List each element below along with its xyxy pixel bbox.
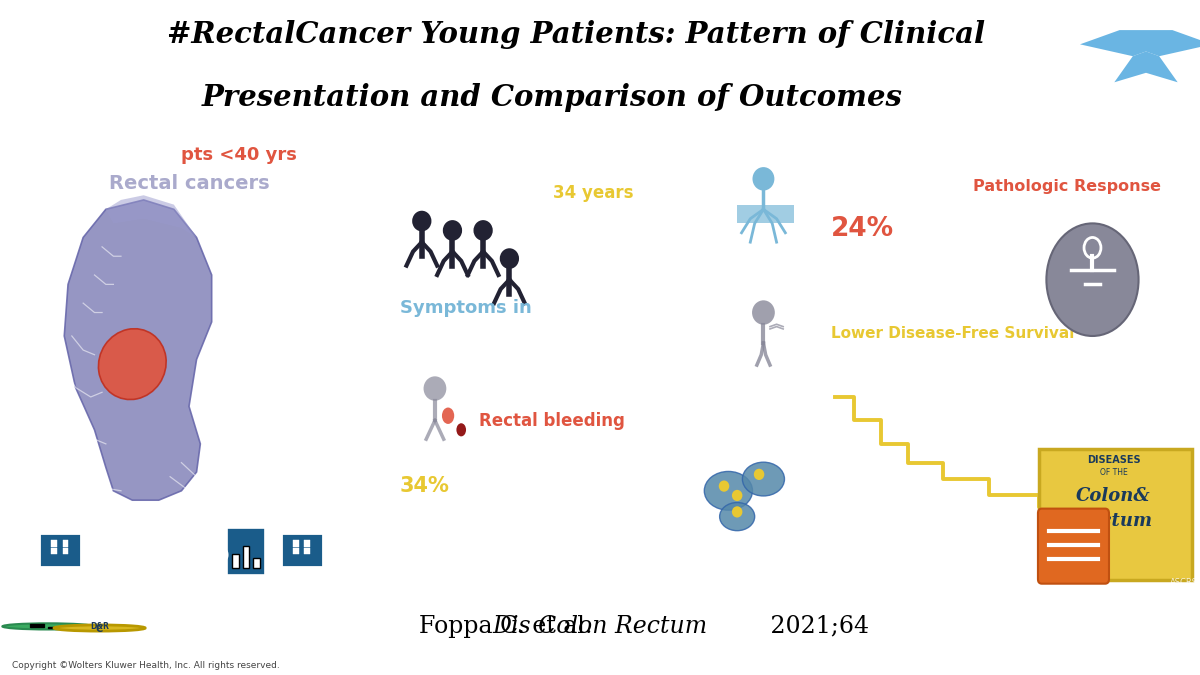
Text: Symptoms in: Symptoms in [400, 299, 538, 317]
Text: Family history in: Family history in [553, 248, 695, 266]
Text: Rectum: Rectum [1075, 512, 1152, 531]
FancyBboxPatch shape [227, 529, 264, 575]
Polygon shape [1146, 51, 1177, 82]
Text: 25%: 25% [760, 248, 799, 266]
FancyBboxPatch shape [253, 558, 260, 568]
Text: (18-39): (18-39) [676, 186, 732, 200]
Text: Copyright ©Wolters Kluwer Health, Inc. All rights reserved.: Copyright ©Wolters Kluwer Health, Inc. A… [12, 661, 280, 670]
Circle shape [499, 248, 520, 269]
Text: (69%): (69%) [697, 414, 744, 429]
Polygon shape [1052, 565, 1069, 574]
Ellipse shape [98, 329, 166, 400]
Ellipse shape [720, 502, 755, 531]
Text: Lower Disease-Free Survival: Lower Disease-Free Survival [832, 326, 1075, 341]
FancyBboxPatch shape [242, 545, 250, 568]
FancyBboxPatch shape [293, 548, 299, 554]
Polygon shape [1080, 30, 1146, 56]
Text: 24%: 24% [832, 216, 894, 242]
Text: D&R: D&R [90, 622, 109, 631]
Circle shape [474, 220, 493, 241]
Circle shape [2, 623, 94, 630]
Text: 34 years: 34 years [553, 184, 634, 202]
Text: DISEASES: DISEASES [1087, 456, 1140, 465]
Text: 2021;64: 2021;64 [763, 615, 869, 638]
FancyBboxPatch shape [62, 548, 68, 554]
Circle shape [1046, 223, 1139, 336]
Text: Outcomes:: Outcomes: [944, 143, 1072, 163]
FancyBboxPatch shape [293, 540, 299, 547]
Text: Colon&: Colon& [1076, 487, 1151, 506]
Text: Complete: Complete [832, 180, 923, 194]
FancyBboxPatch shape [52, 548, 56, 554]
Text: Pathologic Response: Pathologic Response [973, 180, 1162, 194]
FancyBboxPatch shape [62, 540, 68, 547]
Text: ASCRS: ASCRS [1170, 578, 1198, 587]
FancyBboxPatch shape [40, 534, 82, 567]
FancyBboxPatch shape [305, 540, 311, 547]
Text: Foppa C. et al.: Foppa C. et al. [419, 615, 600, 638]
Text: Time from onset to dx = 14 mo: Time from onset to dx = 14 mo [400, 330, 618, 344]
Text: (68% got neoadjuvant Tx): (68% got neoadjuvant Tx) [950, 223, 1124, 236]
Ellipse shape [704, 471, 752, 510]
Circle shape [732, 490, 743, 501]
FancyBboxPatch shape [305, 548, 311, 554]
Text: Rectal cancers: Rectal cancers [109, 174, 269, 193]
Polygon shape [1115, 51, 1146, 82]
Circle shape [754, 468, 764, 480]
Text: than: than [832, 347, 866, 362]
Text: Dis Colon Rectum: Dis Colon Rectum [492, 615, 708, 638]
Text: Rectal bleeding: Rectal bleeding [479, 412, 625, 431]
Text: 34%: 34% [400, 476, 450, 496]
Circle shape [54, 625, 145, 631]
Text: n = 101: n = 101 [23, 146, 101, 165]
FancyBboxPatch shape [52, 540, 56, 547]
Text: 92%: 92% [628, 299, 671, 317]
FancyBboxPatch shape [48, 627, 62, 628]
Circle shape [412, 211, 432, 232]
Text: #RectalCancer Young Patients: Pattern of Clinical: #RectalCancer Young Patients: Pattern of… [167, 20, 985, 49]
Polygon shape [1146, 30, 1200, 56]
Text: in: in [832, 198, 848, 213]
Circle shape [424, 377, 446, 401]
Text: Mean age: Mean age [400, 184, 486, 202]
Text: with metastases: with metastases [497, 477, 638, 495]
Text: 3 European Tertiary Centers: 3 European Tertiary Centers [92, 510, 286, 524]
Text: Presentation:: Presentation: [517, 143, 677, 163]
FancyBboxPatch shape [30, 624, 44, 625]
Text: Most common sx =: Most common sx = [545, 385, 692, 400]
FancyBboxPatch shape [1038, 509, 1109, 584]
Circle shape [752, 167, 774, 190]
FancyBboxPatch shape [282, 534, 323, 567]
FancyBboxPatch shape [233, 554, 239, 568]
FancyBboxPatch shape [737, 205, 794, 223]
Circle shape [752, 300, 775, 325]
Ellipse shape [442, 408, 455, 424]
Text: matched older patients: matched older patients [900, 347, 1080, 362]
Text: P <0.01: P <0.01 [1078, 425, 1133, 439]
Ellipse shape [456, 423, 466, 436]
FancyBboxPatch shape [30, 626, 44, 627]
Ellipse shape [743, 462, 785, 496]
Circle shape [443, 220, 462, 241]
Text: pts <40 yrs: pts <40 yrs [181, 146, 298, 165]
FancyBboxPatch shape [1039, 449, 1193, 580]
Circle shape [732, 506, 743, 518]
Text: OF THE: OF THE [1099, 468, 1128, 477]
Text: C: C [96, 624, 103, 634]
Text: Presentation and Comparison of Outcomes: Presentation and Comparison of Outcomes [202, 83, 902, 112]
Polygon shape [106, 195, 197, 238]
Circle shape [719, 481, 730, 491]
Polygon shape [65, 200, 211, 500]
Text: 2008-2019: 2008-2019 [148, 549, 230, 564]
